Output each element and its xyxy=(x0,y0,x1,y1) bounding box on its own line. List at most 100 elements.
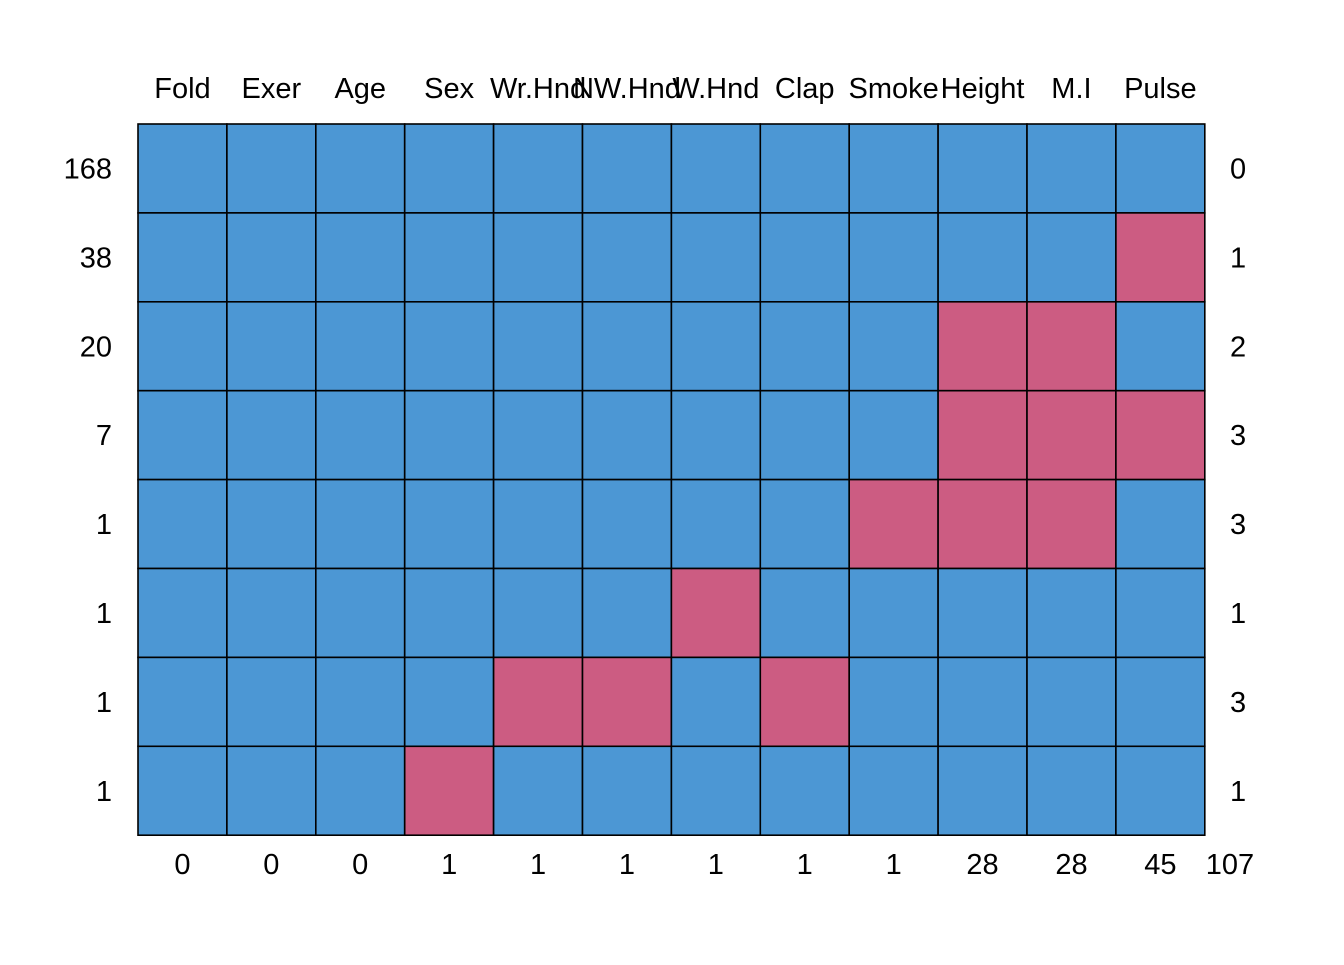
observed-cell xyxy=(314,745,406,836)
row-missing-label: 2 xyxy=(1230,331,1246,363)
observed-cell xyxy=(403,567,495,659)
observed-cell xyxy=(314,567,406,659)
column-label: Height xyxy=(941,73,1025,105)
observed-cell xyxy=(403,478,495,570)
observed-cell xyxy=(1115,656,1206,748)
observed-cell xyxy=(314,478,406,570)
observed-cell xyxy=(670,745,762,836)
row-count-label: 1 xyxy=(96,776,112,808)
observed-cell xyxy=(670,212,762,303)
row-missing-label: 1 xyxy=(1230,776,1246,808)
observed-cell xyxy=(759,212,850,303)
observed-cell xyxy=(937,212,1028,303)
observed-cell xyxy=(226,212,317,303)
observed-cell xyxy=(581,123,673,214)
column-missing-label: 0 xyxy=(263,849,279,881)
missing-cell xyxy=(670,567,762,659)
row-missing-label: 3 xyxy=(1230,509,1246,541)
observed-cell xyxy=(581,567,673,659)
observed-cell xyxy=(759,389,850,481)
observed-cell xyxy=(403,389,495,481)
observed-cell xyxy=(848,745,939,836)
observed-cell xyxy=(670,478,762,570)
missing-cell xyxy=(848,478,939,570)
column-label: Smoke xyxy=(849,73,939,105)
observed-cell xyxy=(848,656,939,748)
column-missing-label: 1 xyxy=(530,849,546,881)
row-missing-label: 3 xyxy=(1230,687,1246,719)
observed-cell xyxy=(581,745,673,836)
observed-cell xyxy=(848,300,939,392)
column-label: Sex xyxy=(424,73,474,105)
column-label: M.I xyxy=(1051,73,1091,105)
missing-cell xyxy=(1026,478,1117,570)
observed-cell xyxy=(1026,212,1117,303)
row-count-label: 38 xyxy=(80,242,112,274)
observed-cell xyxy=(759,745,850,836)
column-missing-label: 45 xyxy=(1144,849,1176,881)
missing-cell xyxy=(492,656,584,748)
row-count-label: 7 xyxy=(96,420,112,452)
observed-cell xyxy=(403,656,495,748)
observed-cell xyxy=(492,212,584,303)
observed-cell xyxy=(670,300,762,392)
observed-cell xyxy=(492,389,584,481)
observed-cell xyxy=(492,123,584,214)
missing-cell xyxy=(403,745,495,836)
observed-cell xyxy=(759,123,850,214)
column-missing-label: 0 xyxy=(174,849,190,881)
observed-cell xyxy=(226,389,317,481)
row-missing-label: 1 xyxy=(1230,598,1246,630)
observed-cell xyxy=(137,123,228,214)
column-missing-label: 1 xyxy=(708,849,724,881)
column-missing-label: 0 xyxy=(352,849,368,881)
observed-cell xyxy=(226,478,317,570)
observed-cell xyxy=(581,478,673,570)
observed-cell xyxy=(759,478,850,570)
column-missing-label: 28 xyxy=(1055,849,1087,881)
missing-cell xyxy=(1115,389,1206,481)
observed-cell xyxy=(1026,123,1117,214)
observed-cell xyxy=(1026,567,1117,659)
observed-cell xyxy=(937,123,1028,214)
observed-cell xyxy=(314,123,406,214)
missing-cell xyxy=(1115,212,1206,303)
observed-cell xyxy=(137,656,228,748)
observed-cell xyxy=(1026,656,1117,748)
observed-cell xyxy=(1115,123,1206,214)
column-missing-label: 1 xyxy=(797,849,813,881)
observed-cell xyxy=(492,478,584,570)
column-label: Fold xyxy=(154,73,210,105)
column-label: W.Hnd xyxy=(672,73,759,105)
observed-cell xyxy=(937,656,1028,748)
observed-cell xyxy=(670,389,762,481)
row-count-labels: 168 38 20 7 1 1 1 1 xyxy=(64,153,112,807)
observed-cell xyxy=(848,567,939,659)
observed-cell xyxy=(403,212,495,303)
row-missing-label: 3 xyxy=(1230,420,1246,452)
observed-cell xyxy=(226,300,317,392)
column-label: Exer xyxy=(242,73,302,105)
row-missing-label: 1 xyxy=(1230,242,1246,274)
observed-cell xyxy=(314,212,406,303)
row-count-label: 1 xyxy=(96,598,112,630)
column-label: NW.Hnd xyxy=(573,73,681,105)
observed-cell xyxy=(670,656,762,748)
column-label: Wr.Hnd xyxy=(490,73,586,105)
observed-cell xyxy=(581,212,673,303)
row-missing-label: 0 xyxy=(1230,153,1246,185)
observed-cell xyxy=(137,567,228,659)
observed-cell xyxy=(314,656,406,748)
column-label: Clap xyxy=(775,73,835,105)
missing-cell xyxy=(581,656,673,748)
observed-cell xyxy=(137,212,228,303)
missing-cell xyxy=(937,389,1028,481)
observed-cell xyxy=(403,123,495,214)
observed-cell xyxy=(226,745,317,836)
observed-cell xyxy=(137,745,228,836)
observed-cell xyxy=(759,300,850,392)
column-missing-label: 1 xyxy=(441,849,457,881)
